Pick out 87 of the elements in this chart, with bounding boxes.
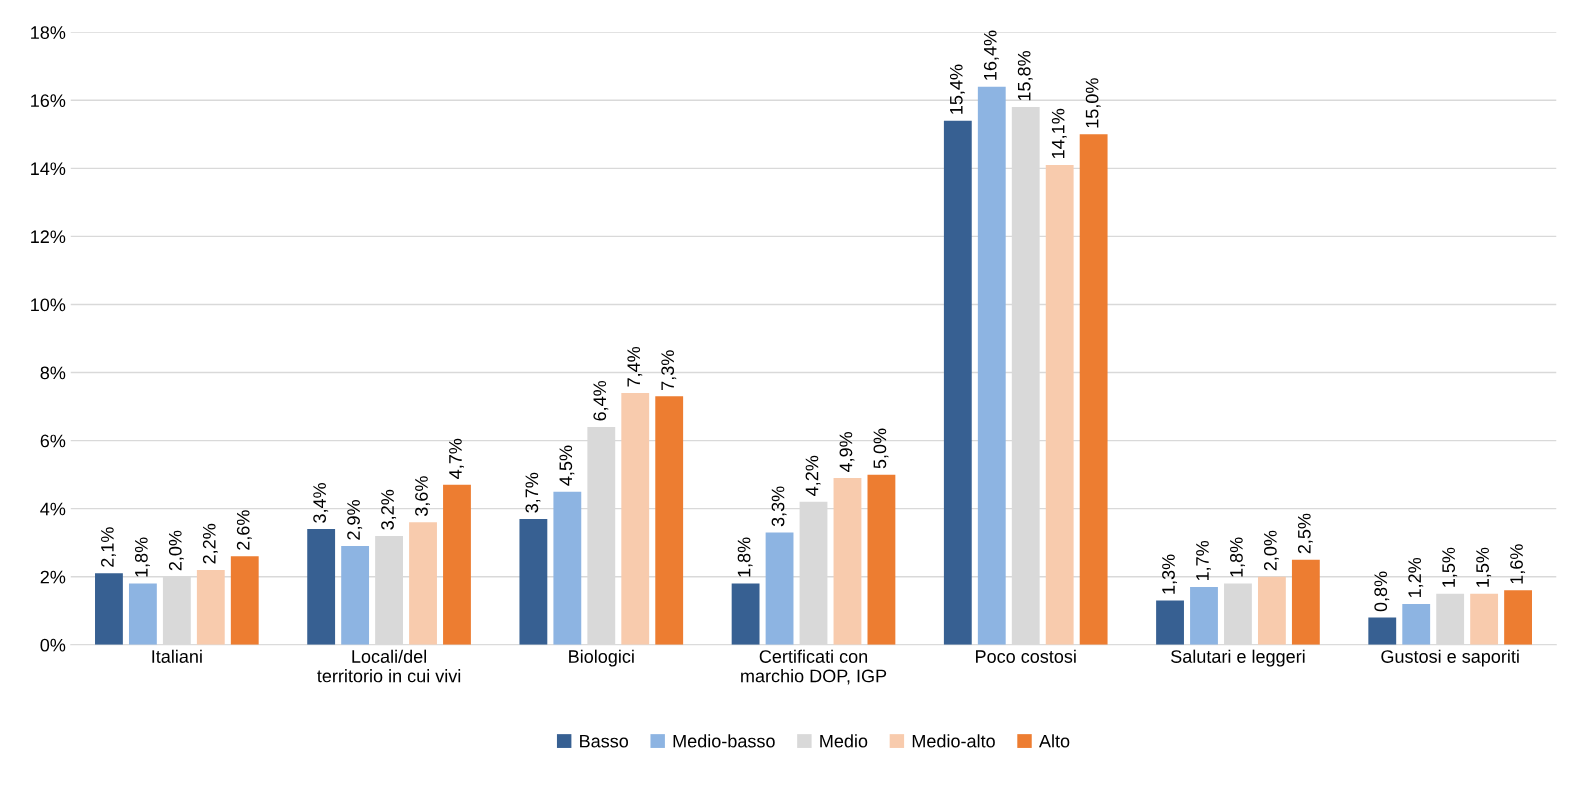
data-label: 2,9% — [347, 500, 363, 540]
bar — [731, 583, 760, 645]
bar — [1436, 593, 1465, 645]
bar — [1470, 593, 1499, 645]
data-label: 1,5% — [1442, 547, 1458, 587]
data-label: 4,2% — [805, 455, 821, 496]
data-label: 15,8% — [1017, 51, 1033, 101]
data-label: 1,3% — [1162, 554, 1178, 594]
bar — [1079, 134, 1108, 645]
y-tick-label: 6% — [40, 434, 66, 448]
y-tick-label: 0% — [40, 638, 66, 652]
data-label: 7,4% — [627, 346, 643, 387]
bar — [655, 396, 684, 645]
bar — [765, 532, 794, 645]
data-label: 15,4% — [949, 64, 965, 114]
bar — [867, 474, 896, 645]
x-tick-label: Biologici — [569, 649, 634, 667]
bar — [1291, 559, 1320, 645]
data-label: 4,7% — [449, 438, 464, 479]
y-tick-label: 10% — [31, 298, 66, 312]
legend-label: Medio-basso — [673, 734, 775, 748]
bar — [409, 522, 437, 645]
data-label: 1,8% — [1230, 537, 1245, 577]
data-label: 7,3% — [661, 350, 677, 390]
bar — [1190, 586, 1218, 645]
data-label: 16,4% — [983, 30, 999, 80]
bar — [1368, 617, 1397, 645]
data-label: 1,7% — [1196, 540, 1211, 581]
data-label: 2,0% — [168, 530, 184, 571]
data-label: 1,6% — [1510, 544, 1526, 584]
bar — [95, 573, 123, 645]
y-tick-label: 18% — [31, 26, 66, 39]
data-label: 2,1% — [101, 527, 116, 567]
y-tick-label: 4% — [40, 502, 66, 516]
bar — [977, 86, 1006, 645]
y-tick-label: 12% — [31, 230, 66, 244]
bar — [621, 392, 650, 645]
y-tick-label: 14% — [31, 162, 66, 176]
bar — [230, 556, 259, 645]
x-tick-label: Locali/del territorio in cui vivi — [317, 649, 461, 683]
data-label: 2,5% — [1297, 513, 1313, 554]
bar — [1224, 583, 1252, 645]
y-tick-label: 16% — [31, 94, 66, 108]
legend-label: Basso — [580, 734, 629, 748]
data-label: 14,1% — [1051, 108, 1067, 159]
bar — [443, 484, 471, 645]
x-tick-label: Certificati con marchio DOP, IGP — [741, 649, 887, 685]
data-label: 4,9% — [839, 431, 855, 473]
data-label: 1,8% — [737, 537, 753, 577]
y-tick-label: 8% — [40, 366, 66, 380]
y-tick-label: 2% — [40, 570, 66, 584]
bar — [1045, 164, 1074, 645]
data-label: 3,7% — [525, 472, 541, 513]
x-tick-label: Italiani — [152, 649, 202, 663]
bar — [1402, 603, 1431, 645]
data-label: 3,3% — [771, 486, 787, 527]
bar — [833, 478, 862, 645]
data-label: 5,0% — [873, 428, 889, 469]
legend-label: Medio-alto — [912, 734, 995, 748]
data-label: 4,5% — [559, 445, 575, 486]
bar — [1504, 590, 1532, 645]
data-label: 1,2% — [1408, 557, 1424, 598]
bar — [1257, 576, 1286, 645]
x-tick-label: Poco costosi — [976, 649, 1076, 663]
data-label: 0,8% — [1374, 571, 1390, 612]
bar — [128, 583, 157, 645]
bar — [553, 491, 582, 645]
legend-label: Medio — [820, 734, 868, 748]
data-label: 3,2% — [381, 489, 397, 530]
data-label: 3,4% — [313, 483, 329, 523]
data-label: 15,0% — [1085, 78, 1101, 128]
data-label: 2,6% — [236, 510, 252, 550]
bar — [196, 569, 225, 645]
data-label: 6,4% — [593, 380, 609, 421]
bar — [307, 529, 336, 645]
bar — [341, 546, 370, 645]
data-label: 2,0% — [1263, 530, 1279, 571]
x-tick-label: Gustosi e saporiti — [1381, 649, 1519, 667]
bar — [519, 518, 548, 645]
x-tick-label: Salutari e leggeri — [1171, 649, 1305, 667]
bar — [943, 120, 972, 645]
bar — [1156, 600, 1184, 645]
data-label: 3,6% — [415, 476, 430, 517]
data-label: 2,2% — [202, 523, 218, 564]
data-label: 1,5% — [1476, 547, 1492, 587]
legend-label: Alto — [1039, 734, 1070, 748]
data-label: 1,8% — [134, 537, 150, 577]
